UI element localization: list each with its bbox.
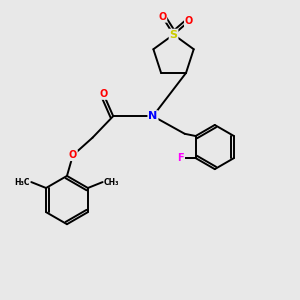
Text: N: N xyxy=(148,111,158,121)
Text: F: F xyxy=(178,153,184,163)
Text: O: O xyxy=(158,12,166,22)
Text: O: O xyxy=(185,16,193,26)
Text: O: O xyxy=(69,150,77,160)
Text: H₃C: H₃C xyxy=(14,178,30,187)
Text: O: O xyxy=(99,89,108,99)
Text: CH₃: CH₃ xyxy=(104,178,120,187)
Text: S: S xyxy=(169,30,178,40)
